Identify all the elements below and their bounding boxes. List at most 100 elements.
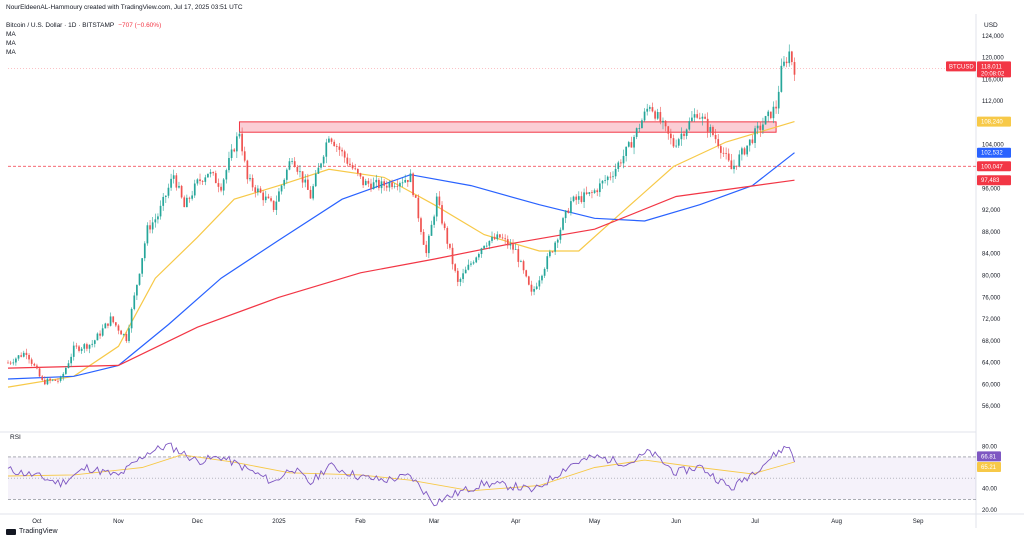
- candle-body: [83, 344, 86, 349]
- candle-body: [751, 139, 754, 143]
- candle-body: [596, 190, 599, 193]
- candle-body: [157, 216, 159, 220]
- candle-body: [791, 51, 793, 63]
- symbol-tag: [946, 61, 976, 72]
- candle-body: [580, 196, 583, 202]
- rsi-label[interactable]: RSI: [10, 434, 21, 441]
- candle-body: [143, 243, 146, 259]
- candle-body: [125, 334, 128, 342]
- y-tick-label: 88,000: [982, 230, 1001, 236]
- y-tick-label: 104,000: [982, 143, 1004, 149]
- candle-body: [280, 185, 283, 192]
- candle-body: [617, 162, 620, 169]
- candle-body: [499, 234, 501, 238]
- rsi-line: [7, 442, 795, 507]
- candle-body: [354, 168, 357, 170]
- rsi-value-tag: [977, 451, 1001, 462]
- candle-body: [538, 280, 541, 287]
- candle-body: [627, 142, 630, 147]
- indicator-ma-2[interactable]: MA: [6, 40, 16, 47]
- candle-body: [241, 133, 243, 152]
- candle-body: [414, 195, 417, 198]
- candle-body: [701, 116, 704, 119]
- candle-body: [146, 225, 149, 244]
- candle-body: [75, 345, 78, 347]
- candle-body: [325, 142, 328, 157]
- candle-body: [769, 111, 772, 119]
- candle-body: [564, 210, 567, 219]
- candle-body: [575, 196, 578, 200]
- candle-body: [480, 248, 483, 255]
- rsi-tick-label: 40.00: [982, 487, 998, 493]
- candle-body: [393, 186, 396, 188]
- candle-body: [130, 308, 133, 329]
- author-line: NourEldeenAL-Hammoury created with Tradi…: [6, 4, 243, 11]
- candle-body: [385, 185, 388, 188]
- indicator-ma-1[interactable]: MA: [6, 31, 16, 38]
- candle-body: [25, 352, 28, 355]
- candle-body: [272, 200, 275, 210]
- tradingview-icon: [6, 528, 16, 535]
- candle-body: [283, 179, 286, 186]
- candle-body: [759, 125, 762, 130]
- candle-body: [33, 363, 36, 366]
- x-tick-label: Feb: [355, 519, 366, 525]
- candle-body: [748, 139, 751, 146]
- candle-body: [493, 236, 496, 240]
- candle-body: [485, 245, 488, 247]
- candle-body: [646, 108, 649, 112]
- candle-body: [501, 237, 504, 239]
- candle-body: [788, 51, 791, 64]
- candle-body: [585, 192, 588, 194]
- candle-body: [793, 62, 796, 75]
- candle-body: [138, 273, 141, 285]
- candle-body: [330, 138, 333, 142]
- candle-body: [688, 121, 691, 130]
- candle-body: [659, 112, 662, 123]
- candle-body: [391, 182, 393, 187]
- symbol-line: Bitcoin / U.S. Dollar · 1D · BITSTAMP −7…: [6, 22, 161, 29]
- candle-body: [262, 192, 265, 201]
- resistance-zone: [238, 121, 777, 133]
- candle-body: [149, 225, 151, 230]
- candle-body: [467, 264, 470, 270]
- candle-body: [527, 276, 530, 285]
- candle-body: [243, 151, 246, 161]
- candle-body: [549, 251, 551, 257]
- candle-body: [388, 182, 391, 188]
- indicator-ma-3[interactable]: MA: [6, 49, 16, 56]
- candle-body: [567, 210, 570, 213]
- candle-body: [401, 182, 404, 184]
- candle-body: [288, 161, 291, 170]
- candle-body: [406, 180, 409, 183]
- candle-body: [351, 165, 354, 169]
- candle-body: [93, 340, 96, 344]
- candle-body: [696, 114, 699, 118]
- candle-body: [204, 177, 207, 182]
- candle-body: [662, 120, 664, 123]
- candle-body: [159, 205, 162, 217]
- candle-body: [554, 242, 556, 252]
- candle-body: [477, 254, 480, 258]
- candle-body: [320, 163, 322, 168]
- candle-body: [28, 354, 30, 360]
- candle-body: [533, 288, 535, 292]
- candle-body: [643, 111, 646, 121]
- candle-body: [309, 189, 312, 199]
- candle-body: [541, 275, 543, 281]
- candle-body: [249, 177, 251, 180]
- candle-body: [120, 330, 122, 335]
- candle-body: [338, 146, 341, 150]
- tradingview-logo[interactable]: TradingView: [6, 528, 58, 535]
- candle-body: [186, 197, 188, 208]
- candle-body: [738, 154, 741, 167]
- candle-body: [225, 170, 228, 180]
- candle-body: [359, 173, 362, 177]
- candle-body: [191, 195, 193, 199]
- candle-body: [409, 173, 412, 183]
- candle-body: [9, 362, 12, 364]
- x-tick-label: Nov: [113, 519, 124, 525]
- candle-body: [254, 187, 257, 193]
- candle-body: [109, 316, 112, 326]
